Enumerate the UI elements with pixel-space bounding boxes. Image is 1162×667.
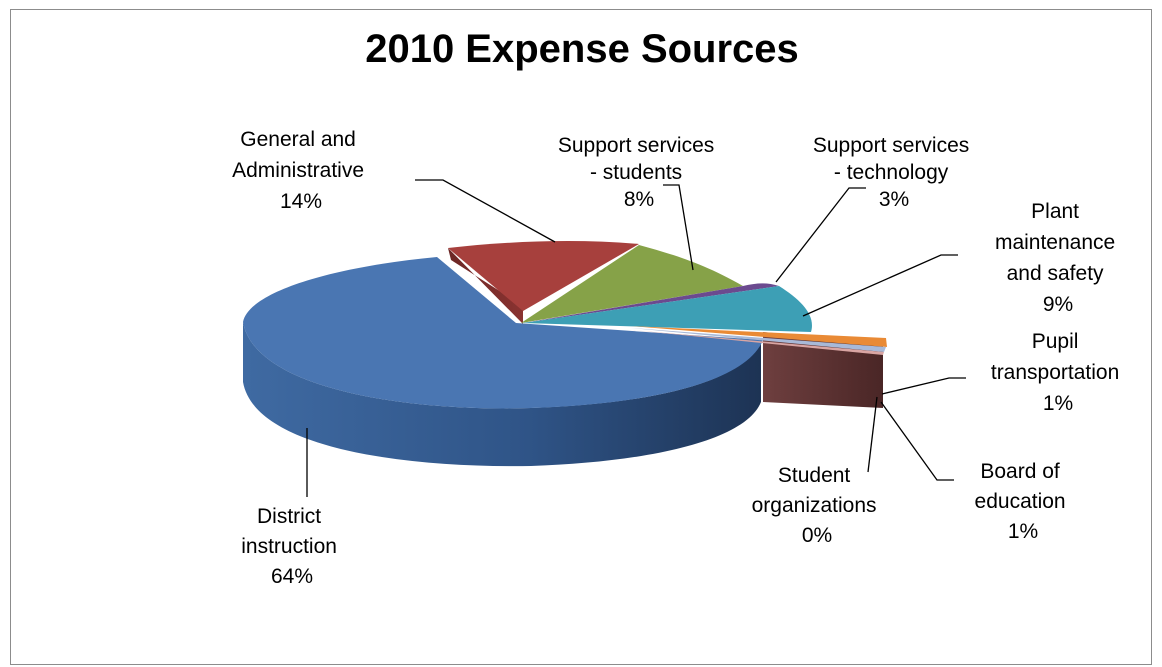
data-labels: General and Administrative 14% Support s… — [232, 128, 1125, 588]
slice-district — [243, 257, 763, 409]
slice-side-general — [448, 248, 523, 324]
pie-top-faces — [243, 241, 887, 409]
label-general: General and Administrative 14% — [232, 128, 370, 213]
chart-frame: 2010 Expense Sources — [10, 9, 1152, 665]
leader-lines — [306, 179, 966, 497]
slice-plant — [523, 286, 812, 332]
leader-line-orgs — [867, 396, 878, 473]
chart-title: 2010 Expense Sources — [365, 27, 799, 71]
label-orgs: Student organizations 0% — [752, 464, 883, 547]
label-board: Board of education 1% — [975, 460, 1072, 543]
leader-line-board — [880, 401, 954, 481]
slice-transport — [631, 326, 887, 347]
slice-board — [631, 328, 886, 352]
leader-line-transport — [881, 377, 966, 395]
leader-line-technology — [775, 187, 866, 283]
label-technology: Support services - technology 3% — [813, 134, 975, 211]
leader-line-general — [415, 179, 556, 243]
leader-line-plant — [802, 254, 958, 317]
slice-technology — [523, 283, 779, 323]
leader-line-students — [663, 184, 694, 271]
label-transport: Pupil transportation 1% — [991, 330, 1125, 415]
label-plant: Plant maintenance and safety 9% — [995, 200, 1121, 316]
slice-students — [521, 245, 743, 323]
label-students: Support services - students 8% — [558, 134, 720, 211]
slice-general — [448, 241, 639, 311]
label-district: District instruction 64% — [241, 505, 343, 588]
slice-orgs — [631, 330, 884, 355]
pie-chart: 2010 Expense Sources — [232, 27, 1125, 588]
slice-side-district — [243, 322, 761, 467]
